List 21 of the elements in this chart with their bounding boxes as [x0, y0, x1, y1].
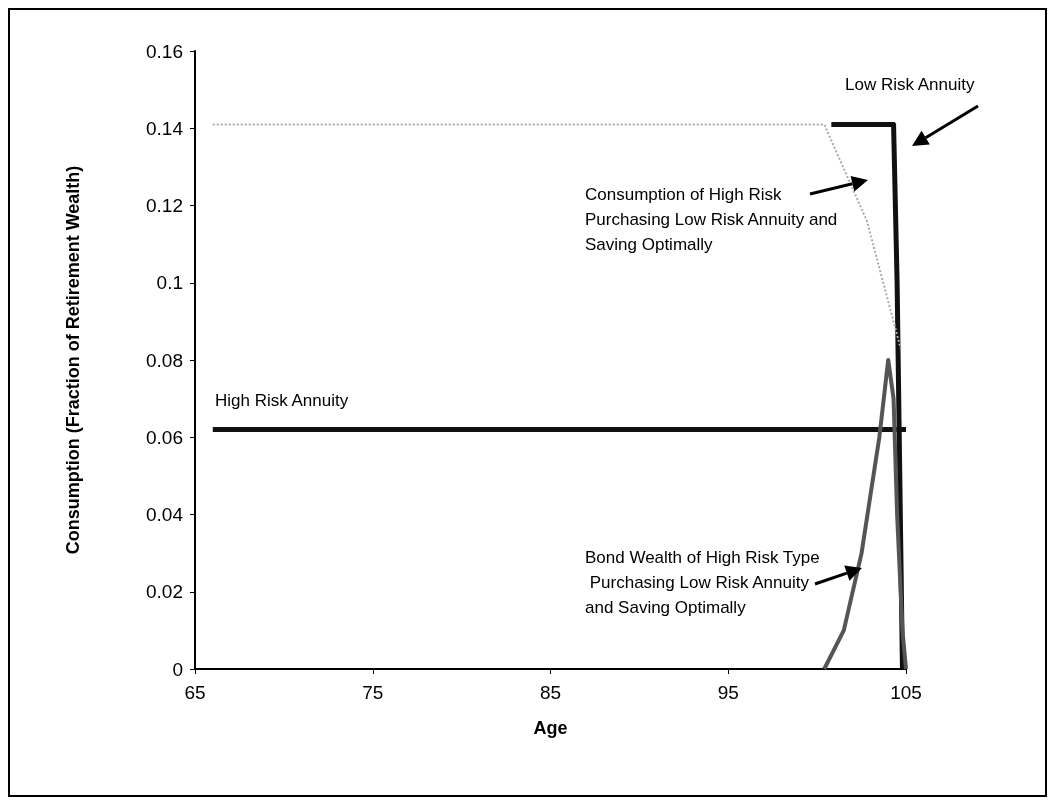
line-series — [822, 358, 908, 671]
x-tick-label: 105 — [890, 682, 922, 703]
y-axis-title: Consumption (Fraction of Retirement Wealth) — [63, 165, 83, 555]
series-label: Bond Wealth of High Risk Type Purchasing Low Risk Annuity and Saving Optimally — [585, 548, 820, 617]
y-tick-label: 0.14 — [146, 117, 184, 139]
y-tick-label: 0.12 — [146, 195, 183, 216]
y-tick-label: 0.04 — [146, 504, 184, 525]
y-tick-label: 0.06 — [146, 426, 183, 448]
x-tick-label: 95 — [717, 682, 739, 703]
x-tick-label: 65 — [184, 682, 206, 703]
y-tick-label: 0.08 — [146, 349, 183, 371]
x-tick-label: 85 — [539, 682, 562, 703]
series-label: Consumption of High Risk Purchasing Low Risk Annuity and Saving Optimally — [585, 185, 843, 254]
y-tick-label: 0.02 — [146, 581, 183, 603]
y-tick-label: 0 — [172, 658, 183, 680]
y-tick-label: 0.16 — [146, 40, 183, 62]
series-label: Low Risk Annuity — [845, 75, 975, 94]
series-label: High Risk Annuity — [215, 391, 349, 410]
y-tick-label: 0.1 — [156, 272, 183, 294]
x-tick-label: 75 — [362, 682, 384, 703]
x-axis-title: Age — [533, 718, 568, 738]
